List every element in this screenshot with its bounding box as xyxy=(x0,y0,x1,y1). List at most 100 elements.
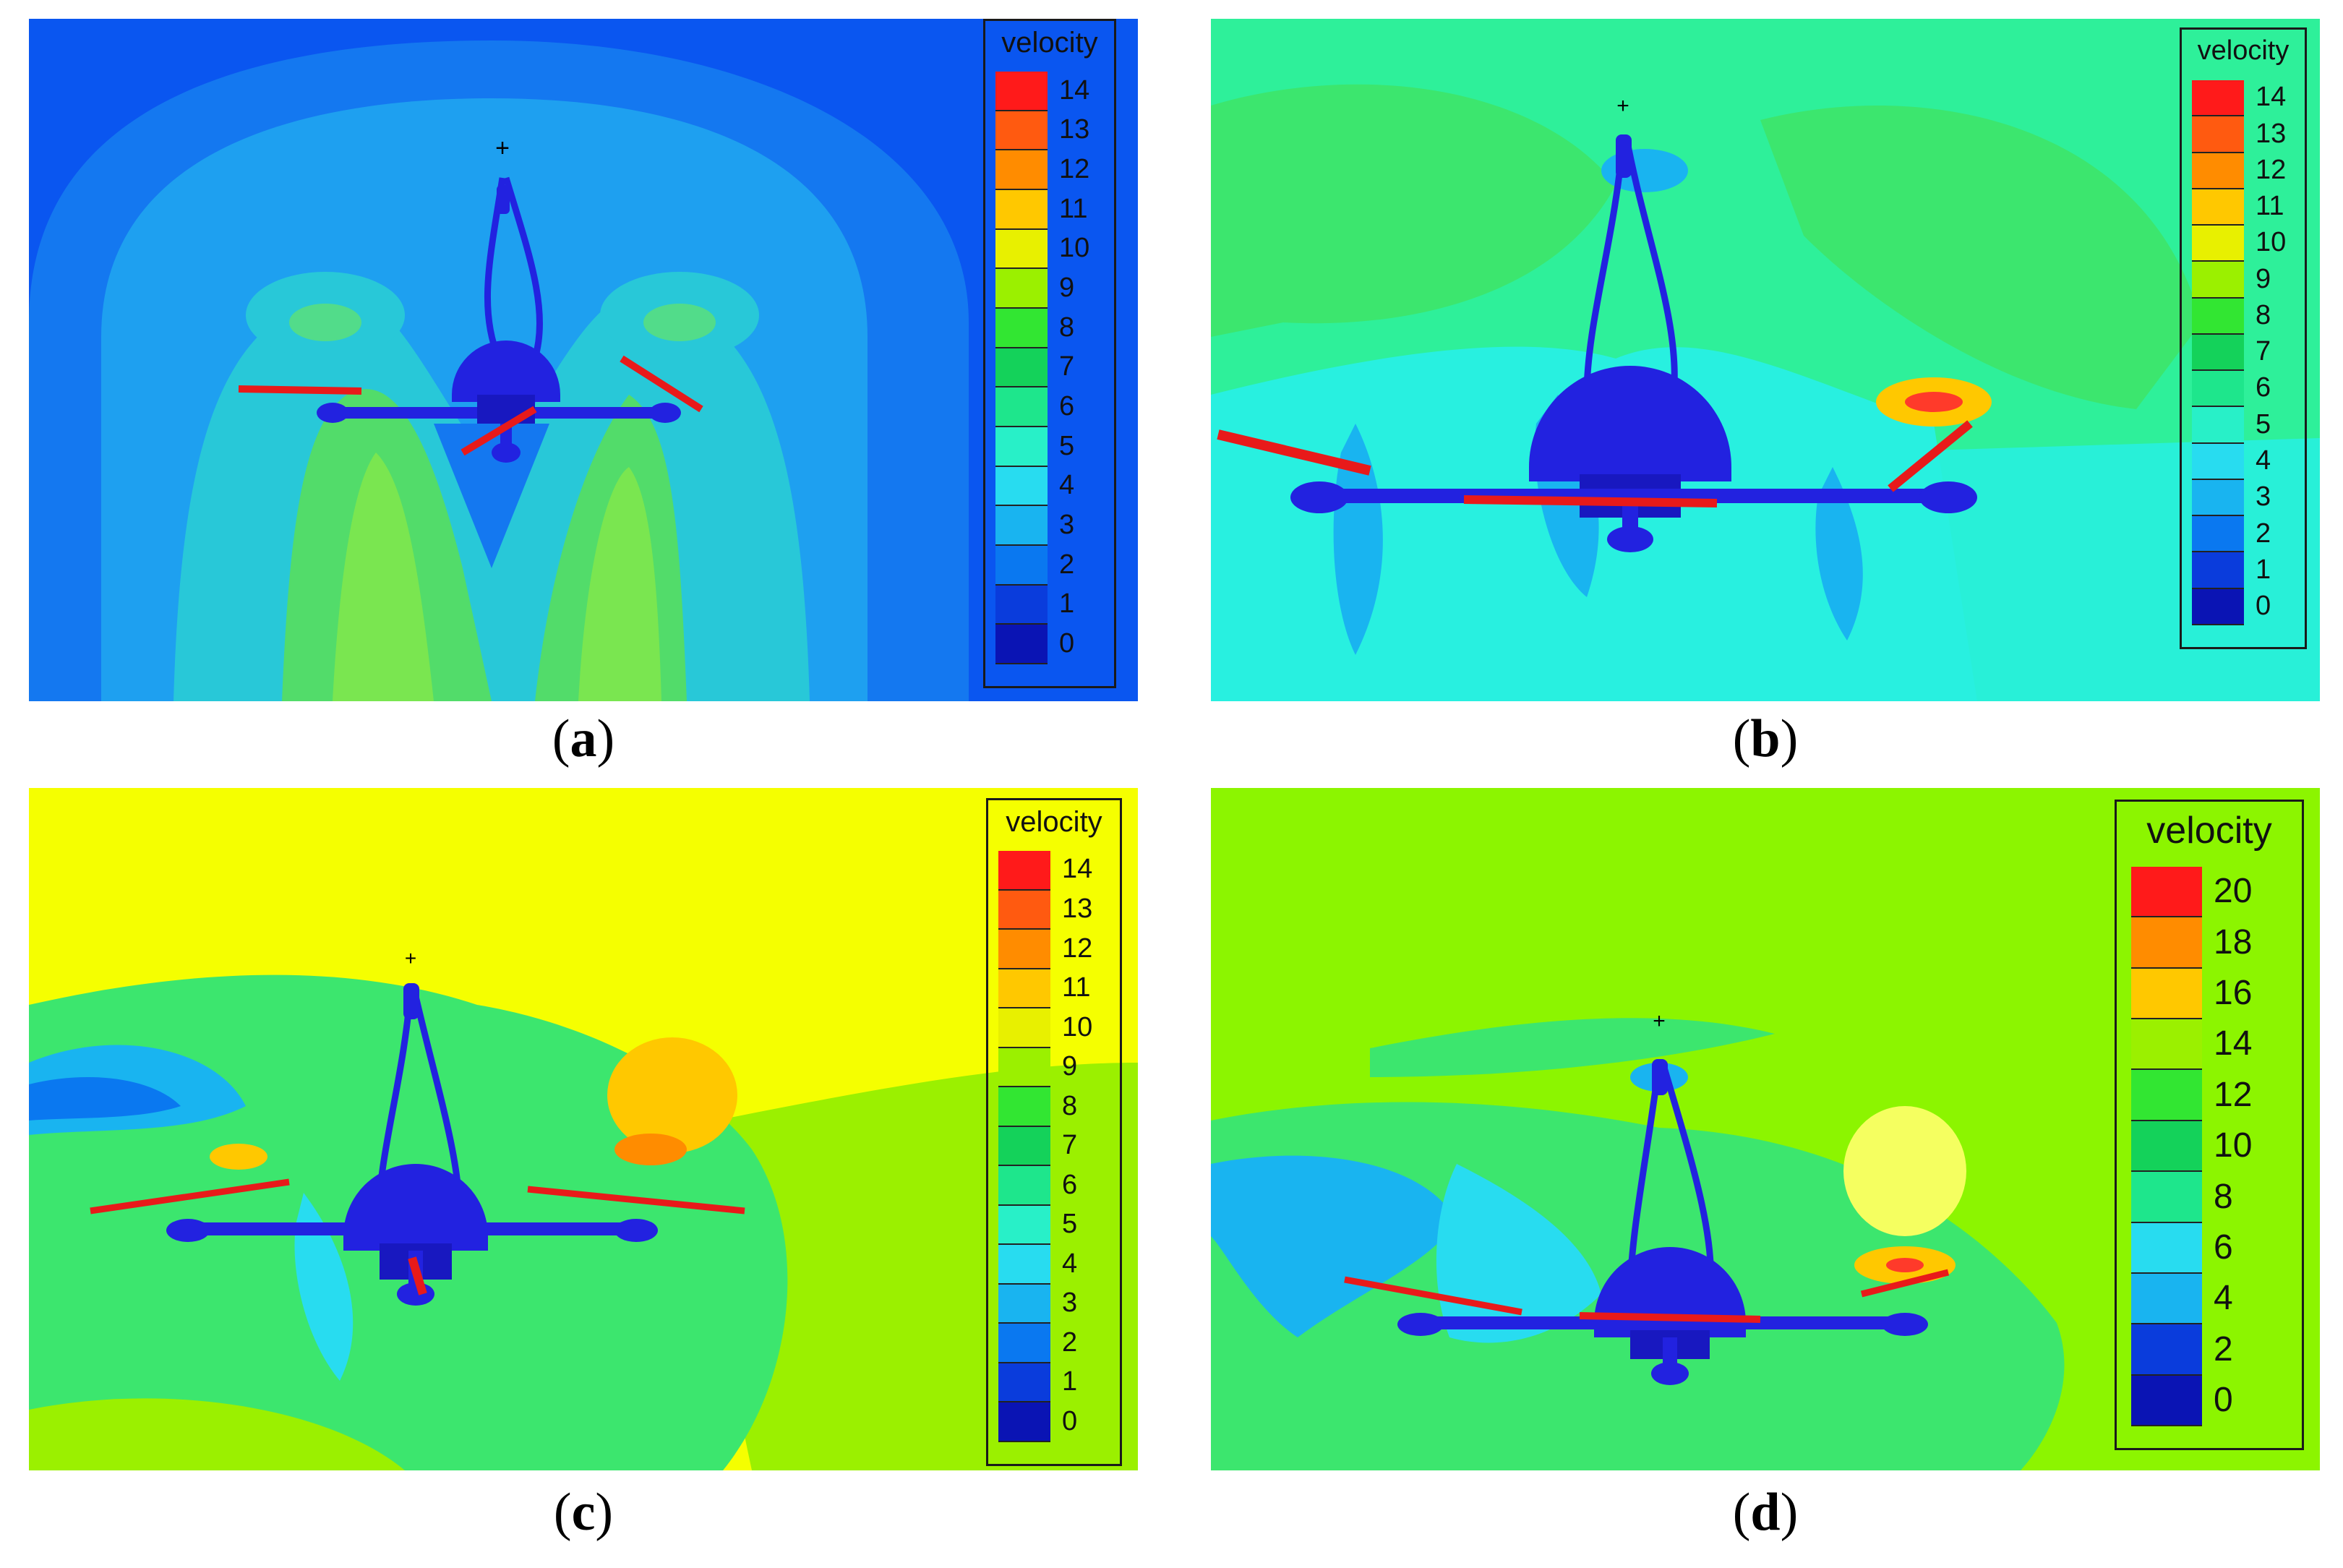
legend-swatch xyxy=(2131,1324,2202,1376)
legend-tick-label: 3 xyxy=(2256,481,2271,513)
legend-tick-label: 6 xyxy=(2214,1228,2233,1267)
legend-tick-label: 8 xyxy=(2256,299,2271,330)
legend-swatch xyxy=(2131,1222,2202,1274)
legend-swatch xyxy=(998,1126,1050,1167)
legend-title: velocity xyxy=(2197,35,2290,66)
wake-blue-left xyxy=(1333,424,1383,655)
legend-swatch xyxy=(2131,867,2202,918)
legend-swatch xyxy=(2131,1375,2202,1426)
legend-swatch xyxy=(995,387,1048,427)
legend-tick-label: 7 xyxy=(1062,1130,1078,1161)
caption-c: (c) xyxy=(553,1483,614,1542)
legend-swatch xyxy=(2192,516,2244,553)
vortex-left-core xyxy=(29,1077,181,1121)
wake-cyan xyxy=(1436,1164,1601,1343)
legend-tick-label: 2 xyxy=(2214,1329,2233,1368)
legend-tick-label: 13 xyxy=(2256,118,2287,149)
legend-tick-label: 8 xyxy=(2214,1177,2233,1216)
legend-tick-label: 10 xyxy=(2256,227,2287,258)
legend-tick-label: 9 xyxy=(1062,1051,1078,1082)
legend-tick-label: 0 xyxy=(2256,591,2271,622)
legend-tick-label: 5 xyxy=(1062,1209,1078,1240)
legend-swatch xyxy=(998,1048,1050,1088)
hot-spot-left xyxy=(210,1144,267,1170)
panel-b: + velocity 14 13 12 11 10 9 8 7 6 5 4 3 2 1 0 xyxy=(1211,19,2320,701)
legend-tick-label: 4 xyxy=(2256,445,2271,476)
legend-tick-label: 11 xyxy=(1059,193,1088,224)
legend-tick-label: 5 xyxy=(1059,430,1075,461)
region-green-right xyxy=(1760,106,2201,409)
wake-v xyxy=(434,424,549,568)
legend-swatch xyxy=(2192,407,2244,444)
legend-tick-label: 2 xyxy=(2256,518,2271,549)
legend-tick-label: 18 xyxy=(2214,922,2253,961)
drone-b: + xyxy=(1217,94,1977,552)
legend-d: velocity 20 18 16 14 12 10 8 6 4 2 0 xyxy=(2115,800,2304,1450)
velocity-field-b: + xyxy=(1211,19,2320,701)
legend-swatch xyxy=(2131,1019,2202,1071)
svg-text:+: + xyxy=(405,947,416,969)
legend-tick-label: 1 xyxy=(2256,554,2271,585)
velocity-field-c: + xyxy=(29,788,1138,1470)
legend-tick-label: 12 xyxy=(1059,153,1090,184)
legend-swatch xyxy=(998,930,1050,969)
legend-swatch xyxy=(995,150,1048,190)
legend-tick-label: 7 xyxy=(2256,336,2271,367)
legend-swatch xyxy=(2131,1172,2202,1223)
legend-tick-label: 4 xyxy=(2214,1279,2233,1318)
legend-swatch xyxy=(998,851,1050,891)
legend-tick-label: 0 xyxy=(2214,1381,2233,1420)
panel-a: + velocity 14 13 12 11 10 9 8 7 6 5 4 3 2 1 0 xyxy=(29,19,1138,701)
legend-tick-label: 12 xyxy=(1062,933,1093,964)
legend-swatch xyxy=(995,466,1048,507)
legend-swatch xyxy=(998,1087,1050,1127)
legend-tick-label: 10 xyxy=(1062,1011,1093,1042)
legend-tick-label: 11 xyxy=(2256,191,2284,222)
legend-tick-label: 9 xyxy=(2256,263,2271,294)
legend-tick-label: 4 xyxy=(1059,470,1075,501)
legend-swatch xyxy=(998,1284,1050,1324)
legend-tick-label: 12 xyxy=(2256,154,2287,185)
region-green-left xyxy=(1211,84,1616,337)
wake-cyan-center xyxy=(294,1193,354,1381)
legend-swatch xyxy=(998,890,1050,930)
band-upper-green xyxy=(1370,1018,1775,1077)
legend-tick-label: 6 xyxy=(1062,1169,1078,1200)
legend-tick-label: 14 xyxy=(1062,854,1093,885)
legend-swatch xyxy=(998,1324,1050,1363)
legend-title: velocity xyxy=(1006,806,1102,838)
legend-tick-label: 5 xyxy=(2256,408,2271,440)
legend-tick-label: 10 xyxy=(2214,1126,2253,1165)
legend-tick-label: 8 xyxy=(1059,312,1075,343)
legend-swatch xyxy=(998,1245,1050,1285)
legend-swatch xyxy=(2131,968,2202,1020)
legend-tick-label: 0 xyxy=(1059,627,1075,659)
legend-swatch xyxy=(995,585,1048,625)
panel-c: + velocity 14 13 12 11 10 9 8 7 6 5 4 3 2 1 0 xyxy=(29,788,1138,1470)
legend-swatch xyxy=(998,969,1050,1009)
legend-tick-label: 4 xyxy=(1062,1248,1078,1279)
legend-swatch xyxy=(995,546,1048,586)
legend-swatch xyxy=(995,348,1048,388)
legend-swatch xyxy=(2192,262,2244,299)
legend-swatch xyxy=(995,269,1048,309)
lobe-left-core xyxy=(289,304,361,341)
legend-tick-label: 3 xyxy=(1059,509,1075,540)
legend-swatch xyxy=(2192,443,2244,480)
legend-swatch xyxy=(2192,298,2244,335)
legend-tick-label: 10 xyxy=(1059,233,1090,264)
legend-swatch xyxy=(2131,1121,2202,1173)
legend-swatch xyxy=(2192,552,2244,589)
svg-text:+: + xyxy=(1653,1009,1666,1033)
svg-text:+: + xyxy=(495,134,510,162)
legend-tick-label: 6 xyxy=(2256,372,2271,403)
legend-tick-label: 11 xyxy=(1062,972,1091,1003)
legend-tick-label: 14 xyxy=(1059,74,1090,106)
drone-a: + xyxy=(238,134,703,463)
wake-blue-right xyxy=(1815,467,1863,641)
legend-b: velocity 14 13 12 11 10 9 8 7 6 5 4 3 2 1 0 xyxy=(2180,27,2307,649)
hot-bulb xyxy=(1843,1106,1966,1236)
legend-tick-label: 1 xyxy=(1059,588,1075,620)
legend-swatch xyxy=(998,1402,1050,1442)
legend-swatch xyxy=(995,190,1048,230)
